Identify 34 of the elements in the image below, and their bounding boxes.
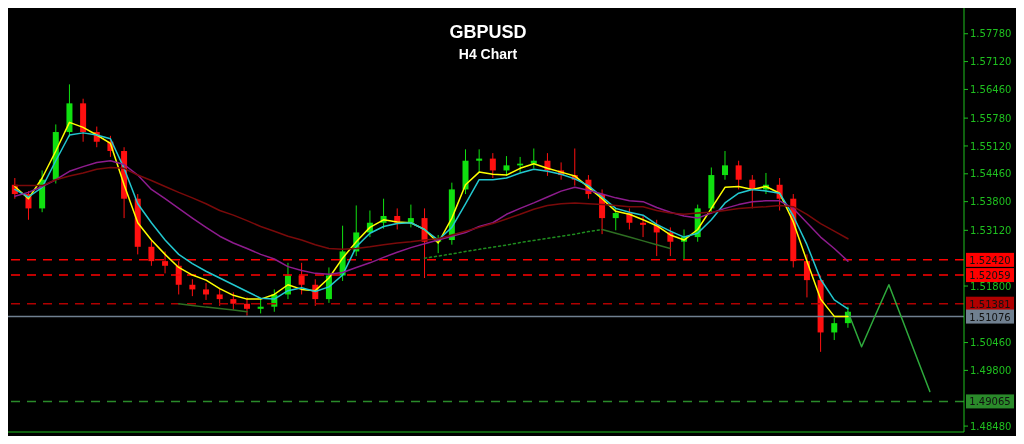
- candlestick: [831, 317, 838, 341]
- ref-line-label: 1.51381: [969, 298, 1011, 310]
- y-tick-label: 1.54460: [970, 168, 1012, 180]
- candlestick: [244, 296, 250, 317]
- y-tick-label: 1.49800: [970, 364, 1012, 376]
- y-tick-label: 1.53120: [970, 224, 1012, 236]
- candlestick: [476, 148, 483, 173]
- candlestick: [722, 150, 728, 181]
- y-tick-label: 1.50460: [970, 337, 1012, 349]
- y-tick-label: 1.53800: [970, 196, 1012, 208]
- y-tick-label: 1.56460: [970, 83, 1012, 95]
- candlestick: [503, 155, 510, 177]
- text: H4 Chart: [457, 46, 519, 62]
- line-series: [423, 228, 603, 259]
- y-tick-label: 1.57120: [970, 56, 1012, 68]
- candlestick: [148, 240, 155, 267]
- candlestick: [203, 282, 210, 301]
- candlestick: [407, 204, 414, 228]
- y-tick-label: 1.55780: [970, 112, 1012, 124]
- candlestick: [298, 262, 305, 295]
- y-tick-label: 1.55120: [970, 140, 1012, 152]
- ref-line-label: 1.49065: [969, 396, 1011, 408]
- candlestick: [735, 160, 742, 190]
- candlestick: [489, 152, 496, 179]
- y-tick-label: 1.57780: [970, 28, 1012, 40]
- candlestick: [640, 215, 647, 238]
- ref-line-label: 1.52420: [969, 254, 1011, 266]
- y-tick-label: 1.48480: [970, 420, 1012, 432]
- ref-line-label: 1.52059: [969, 270, 1011, 282]
- ref-line-label: 1.51076: [969, 311, 1011, 323]
- candlestick: [612, 207, 619, 231]
- candlestick: [162, 250, 169, 274]
- text: GBPUSD: [448, 22, 528, 43]
- y-tick-label: 1.51800: [970, 280, 1012, 292]
